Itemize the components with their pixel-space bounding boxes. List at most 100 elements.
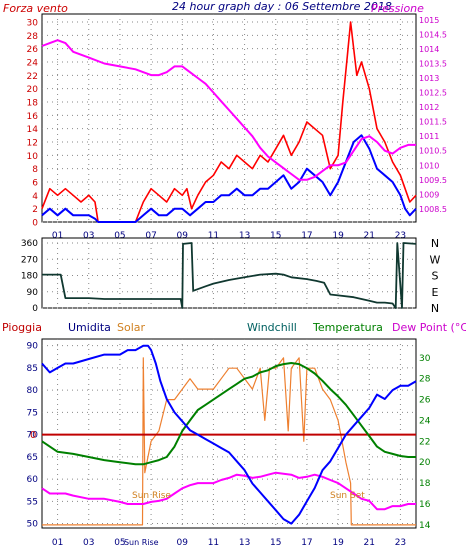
atmospheric-time-ticks: 01 03 05 09 11 13 15 17 19 21 23 Sun Rise [52, 538, 406, 548]
temperature-tick-label: 14 [419, 521, 431, 531]
wind-speed-tick-label: 14 [27, 125, 39, 135]
pressure-tick-label: 1013 [419, 74, 439, 83]
atmospheric-time-tick-label: 19 [332, 538, 344, 548]
pressure-tick-label: 1014 [419, 45, 439, 54]
atmospheric-time-tick-label: 03 [83, 538, 94, 548]
humidity-tick-label: 70 [27, 431, 39, 441]
wind-speed-tick-label: 26 [27, 45, 39, 55]
wind-plot-area [41, 13, 417, 223]
wind-speed-tick-label: 10 [27, 152, 39, 162]
atmospheric-time-tick-label: 09 [177, 538, 189, 548]
wind-time-tick-label: 03 [83, 231, 94, 241]
pressure-tick-label: 1012 [419, 103, 439, 112]
wind-time-tick-label: 13 [239, 231, 250, 241]
wind-time-tick-label: 15 [270, 231, 281, 241]
atmospheric-time-tick-label: 11 [208, 538, 219, 548]
direction-degree-ticks: 0 90 180 270 360 [21, 239, 38, 314]
pressure-axis-label: Pressione [371, 2, 424, 15]
temperature-tick-label: 24 [419, 416, 431, 426]
dewpoint-line [41, 471, 416, 511]
temperature-tick-label: 18 [419, 479, 431, 489]
legend-humidity: Umidita [68, 321, 111, 334]
humidity-tick-label: 55 [27, 497, 38, 507]
pressure-tick-label: 1009.5 [419, 176, 447, 185]
pressure-tick-label: 1010 [419, 161, 439, 170]
wind-speed-tick-label: 24 [27, 59, 39, 69]
legend-temperature: Temperatura [312, 321, 383, 334]
direction-degree-label: 90 [27, 288, 39, 298]
pressure-tick-label: 1014.5 [419, 30, 447, 39]
pressure-tick-label: 1015 [419, 16, 439, 25]
wind-time-tick-label: 11 [208, 231, 219, 241]
wind-speed-tick-label: 0 [32, 219, 38, 229]
pressure-tick-label: 1011 [419, 132, 439, 141]
temperature-line [41, 362, 416, 466]
direction-compass-label: E [432, 286, 439, 299]
wind-speed-tick-label: 4 [32, 192, 38, 202]
wind-time-tick-label: 19 [332, 231, 344, 241]
pressure-tick-label: 1011.5 [419, 118, 447, 127]
sun-rise-tick-label: Sun Rise [124, 538, 159, 547]
wind-speed-tick-label: 28 [27, 32, 39, 42]
wind-speed-tick-label: 6 [32, 179, 38, 189]
direction-plot-area [41, 237, 417, 309]
direction-degree-label: 360 [21, 239, 38, 249]
wind-series-group [41, 21, 417, 223]
wind-time-ticks: 01 03 05 07 09 11 13 15 17 19 21 23 [52, 231, 406, 241]
atmospheric-plot-area [41, 338, 417, 529]
wind-average-line [41, 134, 417, 223]
humidity-line [41, 344, 417, 525]
humidity-tick-label: 65 [27, 453, 38, 463]
direction-degree-label: 270 [21, 255, 38, 265]
humidity-tick-label: 60 [27, 475, 39, 485]
humidity-tick-label: 85 [27, 364, 38, 374]
sun-rise-label: Sun Rise [132, 491, 171, 501]
temperature-tick-label: 20 [419, 458, 431, 468]
wind-time-tick-label: 23 [395, 231, 406, 241]
wind-time-tick-label: 07 [145, 231, 156, 241]
humidity-tick-label: 75 [27, 408, 38, 418]
pressure-tick-label: 1010.5 [419, 147, 447, 156]
wind-speed-tick-label: 22 [27, 72, 38, 82]
atmospheric-time-tick-label: 15 [270, 538, 281, 548]
wind-speed-tick-label: 12 [27, 139, 38, 149]
atmospheric-time-tick-label: 23 [395, 538, 406, 548]
wind-time-tick-label: 05 [114, 231, 125, 241]
pressure-tick-label: 1008.5 [419, 205, 447, 214]
temperature-tick-label: 30 [419, 354, 431, 364]
humidity-tick-label: 90 [27, 342, 39, 352]
direction-compass-label: N [431, 302, 439, 315]
pressure-tick-label: 1009 [419, 190, 439, 199]
pressure-line [41, 39, 416, 181]
pressure-ticks: 1008.5 1009 1009.5 1010 1010.5 1011 1011.5 1012… [419, 16, 447, 214]
direction-series-group [42, 242, 417, 309]
wind-direction-line [42, 242, 417, 309]
rain-zero-marker: 0 [30, 430, 36, 441]
humidity-tick-label: 50 [27, 520, 39, 530]
chart-title: 24 hour graph day : 06 Settembre 2018 [172, 0, 392, 13]
wind-speed-tick-label: 18 [27, 99, 39, 109]
wind-speed-tick-label: 20 [27, 85, 39, 95]
wind-speed-tick-label: 16 [27, 112, 39, 122]
wind-speed-tick-label: 8 [32, 165, 38, 175]
humidity-tick-label: 80 [27, 386, 39, 396]
wind-time-tick-label: 21 [364, 231, 375, 241]
direction-compass-label: N [431, 237, 439, 250]
sun-set-label: Sun Set [330, 491, 365, 501]
wind-time-tick-label: 17 [301, 231, 312, 241]
atmospheric-time-tick-label: 05 [114, 538, 125, 548]
atmospheric-time-tick-label: 21 [364, 538, 375, 548]
direction-compass-label: W [430, 253, 441, 266]
wind-time-tick-label: 01 [52, 231, 63, 241]
pressure-tick-label: 1013.5 [419, 59, 447, 68]
wind-speed-tick-label: 30 [27, 19, 39, 29]
solar-line [42, 357, 416, 526]
legend-dewpoint: Dew Point (°C) [392, 321, 466, 334]
temperature-tick-label: 22 [419, 437, 430, 447]
direction-degree-label: 0 [32, 304, 38, 314]
humidity-ticks: 50 55 60 65 70 75 80 85 90 [27, 342, 39, 530]
pressure-tick-label: 1012.5 [419, 89, 447, 98]
